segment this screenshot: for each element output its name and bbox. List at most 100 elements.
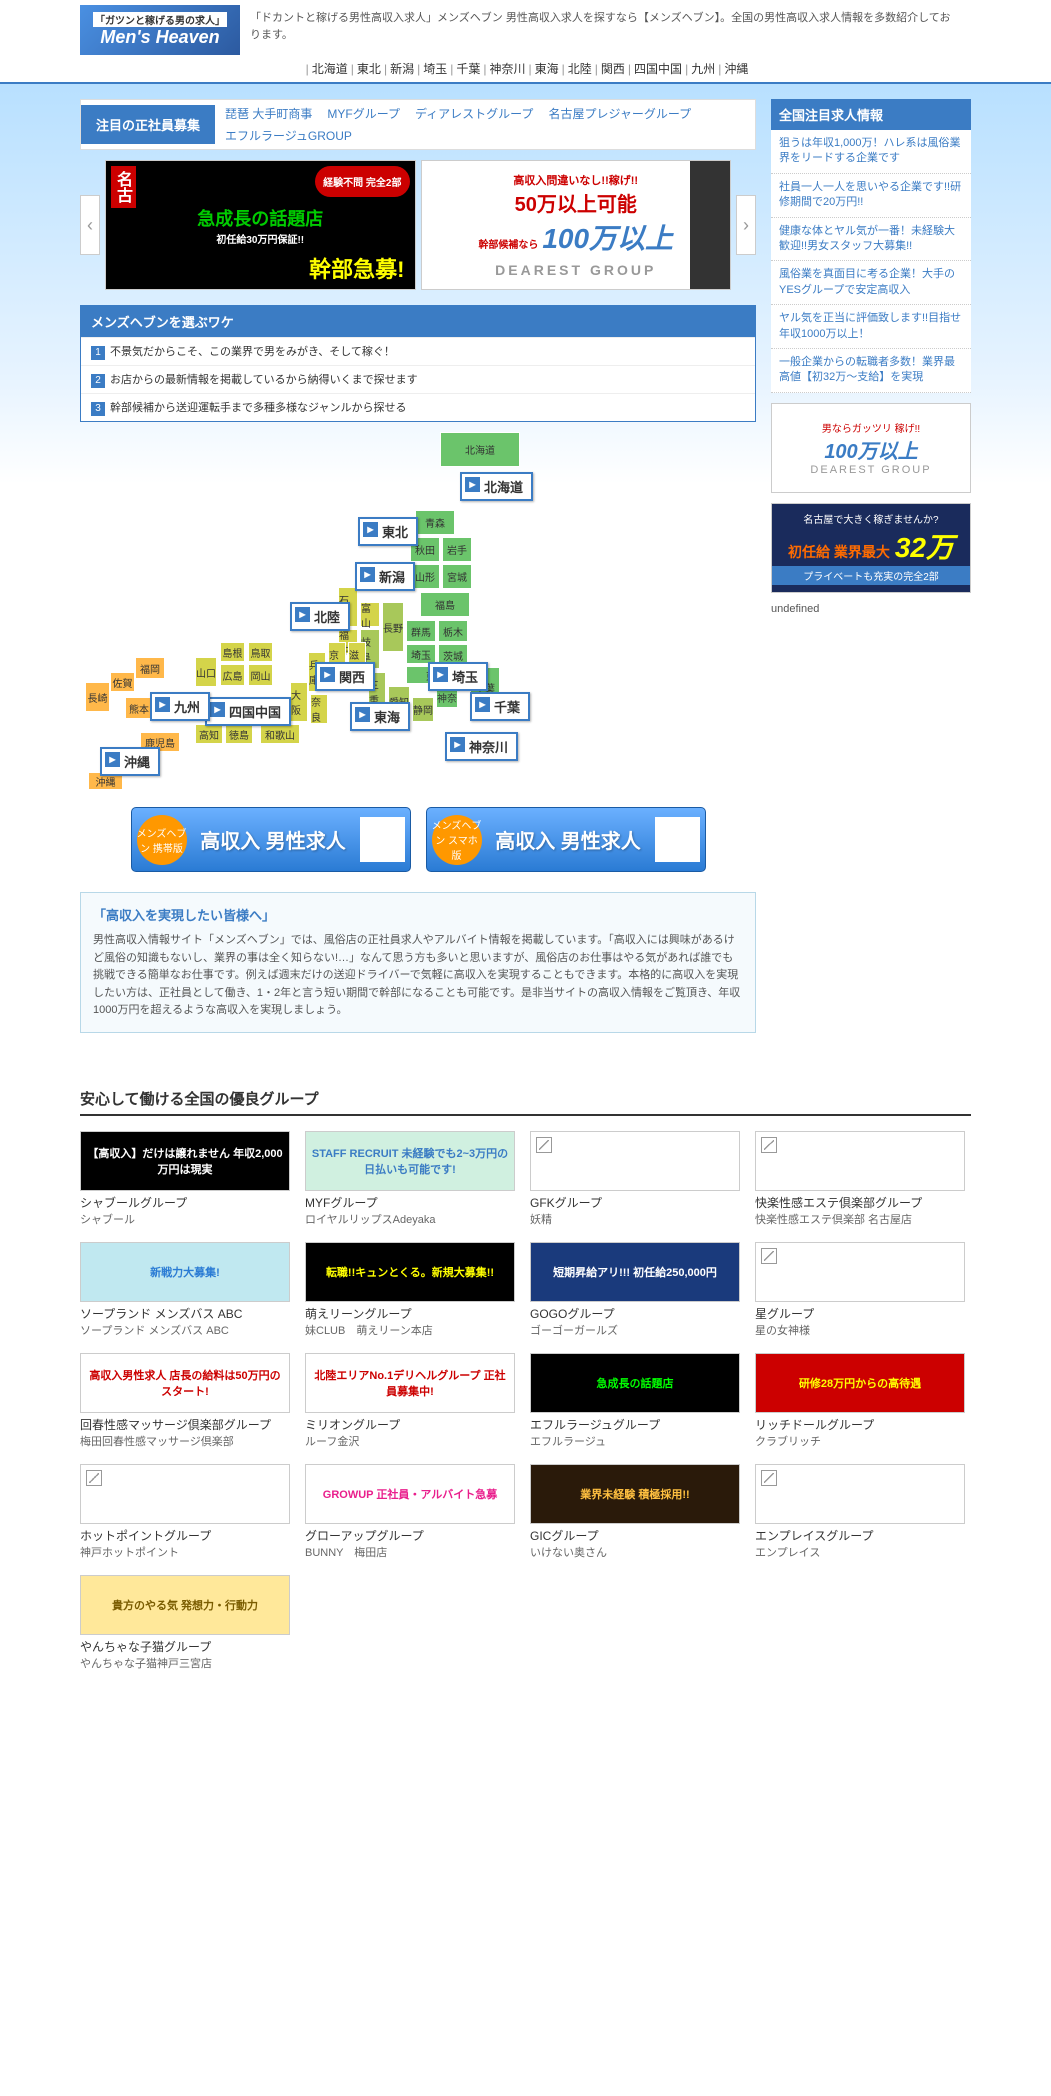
group-banner: STAFF RECRUIT 未経験でも2~3万円の日払いも可能です! — [305, 1131, 515, 1191]
featured-item[interactable]: エフルラージュGROUP — [225, 127, 352, 144]
group-card[interactable]: 快楽性感エステ倶楽部グループ快楽性感エステ倶楽部 名古屋店 — [755, 1131, 965, 1227]
side-list-item[interactable]: 健康な体とヤル気が一番！未経験大歓迎!!男女スタッフ大募集!! — [771, 218, 971, 262]
featured-item[interactable]: ディアレストグループ — [415, 105, 533, 122]
group-banner: GROWUP 正社員・アルバイト急募 — [305, 1464, 515, 1524]
prefecture[interactable]: 宮城 — [442, 564, 472, 589]
group-name: グローアップグループ — [305, 1527, 515, 1544]
prefecture[interactable]: 奈良 — [310, 694, 328, 724]
group-name: 快楽性感エステ倶楽部グループ — [755, 1194, 965, 1211]
group-sub: エフルラージュ — [530, 1433, 740, 1449]
prefecture[interactable]: 広島 — [220, 664, 245, 686]
side-list-item[interactable]: ヤル気を正当に評価致します!!目指せ年収1000万以上！ — [771, 305, 971, 349]
group-card[interactable]: 新戦力大募集!ソープランド メンズバス ABCソープランド メンズバス ABC — [80, 1242, 290, 1338]
group-card[interactable]: エンプレイスグループエンプレイス — [755, 1464, 965, 1560]
prefecture[interactable]: 高知 — [195, 724, 223, 744]
prefecture[interactable]: 福島 — [420, 592, 470, 617]
region-link[interactable]: 関西 — [601, 62, 625, 76]
map-region-button[interactable]: 千葉 — [470, 692, 530, 721]
prefecture[interactable]: 群馬 — [406, 620, 436, 642]
prefecture[interactable]: 埼玉 — [406, 644, 436, 664]
prefecture[interactable]: 徳島 — [225, 724, 253, 744]
group-sub: やんちゃな子猫神戸三宮店 — [80, 1655, 290, 1671]
carousel-next[interactable]: › — [736, 195, 756, 255]
group-banner — [530, 1131, 740, 1191]
map-region-button[interactable]: 新潟 — [355, 562, 415, 591]
prefecture[interactable]: 長崎 — [85, 682, 110, 712]
prefecture[interactable]: 長野 — [382, 602, 404, 652]
group-card[interactable]: STAFF RECRUIT 未経験でも2~3万円の日払いも可能です!MYFグルー… — [305, 1131, 515, 1227]
side-banner-1[interactable]: 男ならガッツリ 稼げ!! 100万以上 DEAREST GROUP — [771, 403, 971, 493]
group-card[interactable]: 貴方のやる気 発想力・行動力やんちゃな子猫グループやんちゃな子猫神戸三宮店 — [80, 1575, 290, 1671]
prefecture[interactable]: 大阪 — [290, 682, 308, 722]
carousel-banner-1[interactable]: 名古 急成長の話題店 初任給30万円保証!! 幹部急募! 経験不問 完全2部 — [105, 160, 416, 290]
prefecture[interactable]: 富山 — [360, 602, 380, 627]
group-card[interactable]: 【高収入】だけは譲れません 年収2,000万円は現実シャブールグループシャブール — [80, 1131, 290, 1227]
group-card[interactable]: 短期昇給アリ!!! 初任給250,000円GOGOグループゴーゴーガールズ — [530, 1242, 740, 1338]
group-sub: ロイヤルリップスAdeyaka — [305, 1211, 515, 1227]
featured-item[interactable]: 琵琶 大手町商事 — [225, 105, 312, 122]
carousel-banner-2[interactable]: 高収入問違いなし!!稼げ!! 50万以上可能 幹部候補なら 100万以上 DEA… — [421, 160, 732, 290]
app-banner[interactable]: メンズヘブン スマホ版高収入 男性求人 — [426, 807, 706, 872]
side-list-item[interactable]: 社員一人一人を思いやる企業です!!研修期間で20万円!! — [771, 174, 971, 218]
map-region-button[interactable]: 東北 — [358, 517, 418, 546]
qr-code-icon — [360, 817, 405, 862]
side-banner-2[interactable]: 名古屋で大きく稼ぎませんか? 初任給 業界最大 32万 プライベートも充実の完全… — [771, 503, 971, 593]
group-card[interactable]: GROWUP 正社員・アルバイト急募グローアップグループBUNNY 梅田店 — [305, 1464, 515, 1560]
prefecture[interactable]: 岩手 — [442, 537, 472, 562]
group-sub: エンプレイス — [755, 1544, 965, 1560]
map-region-button[interactable]: 九州 — [150, 692, 210, 721]
prefecture[interactable]: 熊本 — [125, 697, 153, 719]
logo[interactable]: 「ガツンと稼げる男の求人」 Men's Heaven — [80, 5, 240, 55]
region-link[interactable]: 九州 — [691, 62, 715, 76]
prefecture[interactable]: 静岡 — [412, 697, 434, 722]
region-link[interactable]: 東北 — [357, 62, 381, 76]
side-list-item[interactable]: 風俗業を真面目に考る企業！大手のYESグループで安定高収入 — [771, 261, 971, 305]
featured-item[interactable]: MYFグループ — [327, 105, 400, 122]
map-region-button[interactable]: 神奈川 — [445, 732, 518, 761]
region-link[interactable]: 北海道 — [312, 62, 348, 76]
prefecture[interactable]: 和歌山 — [260, 724, 300, 744]
side-featured-panel: 全国注目求人情報 狙うは年収1,000万！ハレ系は風俗業界をリードする企業です社… — [771, 99, 971, 393]
map-region-button[interactable]: 関西 — [315, 662, 375, 691]
region-link[interactable]: 東海 — [535, 62, 559, 76]
prefecture[interactable]: 岡山 — [248, 664, 273, 686]
region-link[interactable]: 神奈川 — [489, 62, 525, 76]
prefecture[interactable]: 栃木 — [438, 620, 468, 642]
carousel-prev[interactable]: ‹ — [80, 195, 100, 255]
map-region-button[interactable]: 北海道 — [460, 472, 533, 501]
map-region-button[interactable]: 東海 — [350, 702, 410, 731]
app-banner[interactable]: メンズヘブン 携帯版高収入 男性求人 — [131, 807, 411, 872]
region-link[interactable]: 沖縄 — [724, 62, 748, 76]
prefecture[interactable]: 島根 — [220, 642, 245, 662]
group-name: やんちゃな子猫グループ — [80, 1638, 290, 1655]
map-region-button[interactable]: 四国中国 — [205, 697, 291, 726]
region-link[interactable]: 千葉 — [456, 62, 480, 76]
prefecture[interactable]: 鳥取 — [248, 642, 273, 662]
prefecture[interactable]: 福岡 — [135, 657, 165, 679]
region-link[interactable]: 新潟 — [390, 62, 414, 76]
prefecture[interactable]: 青森 — [415, 510, 455, 535]
group-name: ホットポイントグループ — [80, 1527, 290, 1544]
region-link[interactable]: 北陸 — [568, 62, 592, 76]
group-card[interactable]: 急成長の話題店エフルラージュグループエフルラージュ — [530, 1353, 740, 1449]
prefecture[interactable]: 佐賀 — [110, 672, 135, 692]
region-link[interactable]: 四国中国 — [634, 62, 682, 76]
group-card[interactable]: GFKグループ妖精 — [530, 1131, 740, 1227]
prefecture[interactable]: 山口 — [195, 657, 217, 687]
group-card[interactable]: 高収入男性求人 店長の給料は50万円のスタート!回春性感マッサージ倶楽部グループ… — [80, 1353, 290, 1449]
group-card[interactable]: 転職!!キュンとくる。新規大募集!!萌えリーングループ妹CLUB 萌えリーン本店 — [305, 1242, 515, 1338]
side-list-item[interactable]: 狙うは年収1,000万！ハレ系は風俗業界をリードする企業です — [771, 130, 971, 174]
prefecture[interactable]: 北海道 — [440, 432, 520, 467]
region-link[interactable]: 埼玉 — [423, 62, 447, 76]
group-card[interactable]: 星グループ星の女神様 — [755, 1242, 965, 1338]
map-region-button[interactable]: 埼玉 — [428, 662, 488, 691]
map-region-button[interactable]: 沖縄 — [100, 747, 160, 776]
group-card[interactable]: ホットポイントグループ神戸ホットポイント — [80, 1464, 290, 1560]
group-card[interactable]: 研修28万円からの高待遇リッチドールグループクラブリッチ — [755, 1353, 965, 1449]
featured-item[interactable]: 名古屋プレジャーグループ — [548, 105, 691, 122]
group-card[interactable]: 業界未経験 積極採用!!GICグループいけない奥さん — [530, 1464, 740, 1560]
map-region-button[interactable]: 北陸 — [290, 602, 350, 631]
group-sub: シャブール — [80, 1211, 290, 1227]
side-list-item[interactable]: 一般企業からの転職者多数！業界最高値【初32万～支給】を実現 — [771, 349, 971, 393]
group-card[interactable]: 北陸エリアNo.1デリヘルグループ 正社員募集中!ミリオングループルーフ金沢 — [305, 1353, 515, 1449]
